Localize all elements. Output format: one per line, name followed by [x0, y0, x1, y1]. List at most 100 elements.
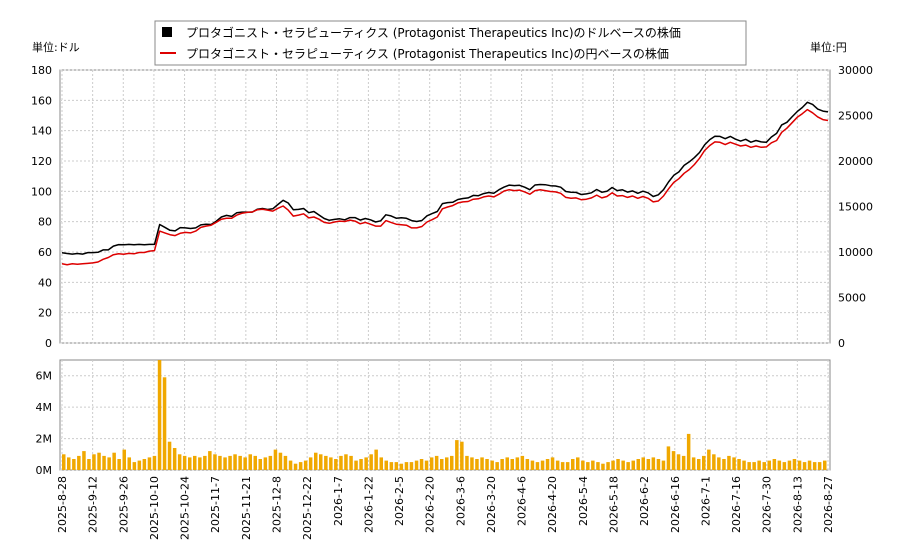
volume-tick-label: 4M [36, 401, 53, 414]
volume-bar [752, 462, 756, 470]
volume-bar [490, 460, 494, 470]
volume-bar [344, 454, 348, 470]
left-tick-label: 120 [31, 155, 52, 168]
volume-bar [666, 446, 671, 470]
x-tick-label: 2026-3-6 [454, 476, 467, 526]
volume-bar [238, 455, 242, 470]
jpy-price-series [61, 108, 829, 266]
legend-frame [154, 20, 747, 66]
volume-bar [691, 457, 696, 470]
volume-bar [354, 460, 358, 470]
volume-bar [258, 459, 262, 470]
volume-bar [480, 457, 484, 470]
volume-bar [530, 460, 535, 470]
volume-bar [651, 457, 656, 470]
volume-bar [520, 455, 525, 470]
volume-bar [742, 460, 746, 470]
volume-bar [208, 451, 212, 470]
left-tick-label: 80 [38, 216, 52, 229]
volume-bar [87, 459, 91, 470]
volume-bar [248, 454, 252, 470]
volume-bar [732, 457, 736, 470]
volume-bar [581, 460, 585, 470]
volume-bar [500, 459, 504, 470]
volume-bar [349, 455, 353, 470]
left-tick-label: 20 [38, 307, 52, 320]
volume-bar [445, 457, 449, 470]
volume-bar [535, 462, 540, 470]
volume-bar [404, 462, 409, 470]
price-series-line [61, 108, 829, 266]
volume-bar [727, 455, 731, 470]
volume-bar [127, 457, 131, 470]
volume-bar [656, 459, 661, 470]
volume-bar [364, 457, 368, 470]
x-tick-label: 2025-10-24 [179, 476, 192, 540]
volume-bar [268, 455, 273, 470]
x-tick-label: 2026-7-1 [699, 476, 712, 526]
volume-bar [339, 455, 343, 470]
price-plot-area [59, 69, 831, 344]
volume-bar [646, 459, 651, 470]
volume-bar [505, 457, 509, 470]
volume-bar [807, 460, 812, 470]
x-tick-label: 2026-4-20 [546, 476, 559, 533]
volume-bar [475, 459, 479, 470]
volume-bar [384, 460, 388, 470]
volume-bar [122, 449, 126, 470]
x-tick-label: 2026-7-30 [761, 476, 774, 533]
volume-bar [792, 459, 797, 470]
x-tick-label: 2026-5-18 [608, 476, 621, 533]
volume-bar [429, 457, 434, 470]
volume-bar [797, 460, 802, 470]
volume-bar [419, 459, 424, 470]
volume-bar [762, 462, 766, 470]
volume-bar [757, 460, 761, 470]
volume-bar [399, 463, 404, 470]
x-tick-label: 2026-3-20 [485, 476, 498, 533]
price-right-axis: 0 5000 10000 15000 20000 25000 30000 [838, 64, 873, 350]
volume-bar [631, 460, 635, 470]
volume-bar [182, 455, 187, 470]
volume-bar [167, 441, 172, 470]
legend-marker-usd [162, 27, 172, 37]
left-tick-label: 140 [31, 125, 52, 138]
left-tick-label: 40 [38, 276, 52, 289]
volume-bar [686, 433, 691, 470]
volume-bar [601, 463, 605, 470]
price-gridlines [60, 69, 830, 344]
left-unit-label: 単位:ドル [32, 40, 80, 54]
volume-bar [152, 455, 157, 470]
volume-bar [283, 455, 288, 470]
volume-bar [485, 459, 489, 470]
right-tick-label: 30000 [838, 64, 873, 77]
x-tick-label: 2026-8-27 [822, 476, 835, 533]
right-tick-label: 15000 [838, 201, 873, 214]
volume-bar [92, 454, 96, 470]
volume-bar [611, 460, 615, 470]
volume-bar [278, 452, 283, 470]
volume-bar [188, 457, 192, 470]
x-tick-label: 2025-8-28 [56, 476, 69, 533]
x-tick-label: 2025-9-26 [117, 476, 130, 533]
volume-bar [550, 457, 555, 470]
volume-bar [817, 462, 822, 470]
right-unit-label: 単位:円 [810, 40, 847, 54]
volume-bar [621, 460, 625, 470]
volume-bar [314, 452, 318, 470]
x-tick-label: 2025-11-21 [240, 476, 253, 540]
volume-bar [772, 459, 777, 470]
volume-bar [812, 462, 817, 470]
x-tick-label: 2026-7-16 [730, 476, 743, 533]
x-tick-label: 2026-1-22 [362, 476, 375, 533]
volume-bar [681, 455, 686, 470]
legend-label-usd: プロタゴニスト・セラピューティクス (Protagonist Therapeut… [186, 25, 681, 40]
volume-tick-label: 2M [36, 433, 53, 446]
usd-price-series [61, 101, 829, 255]
volume-bar [263, 457, 268, 470]
volume-bar [137, 460, 142, 470]
volume-bar [525, 459, 530, 470]
volume-bar [661, 460, 666, 470]
volume-bar [374, 449, 378, 470]
x-tick-label: 2025-12-8 [270, 476, 283, 533]
